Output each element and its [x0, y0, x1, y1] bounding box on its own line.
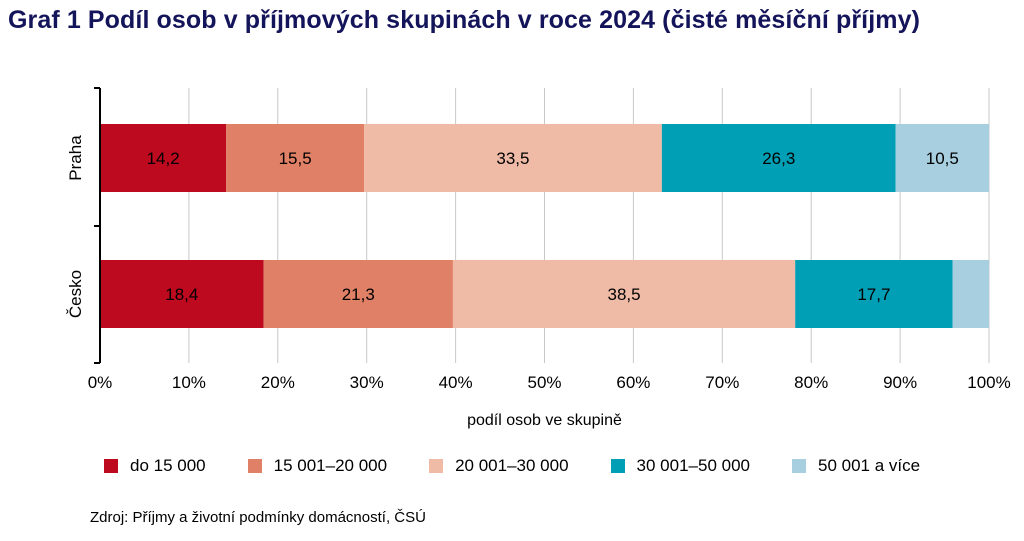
x-tick-label: 90% [883, 373, 917, 392]
bar-segment [100, 124, 227, 192]
category-label: Praha [66, 135, 85, 181]
legend-item: 15 001–20 000 [247, 456, 388, 476]
x-tick-label: 60% [616, 373, 650, 392]
x-tick-label: 0% [88, 373, 113, 392]
legend: do 15 000 15 001–20 000 20 001–30 000 30 00… [104, 456, 962, 476]
bar-segment [795, 260, 953, 328]
x-axis-title: podíl osob ve skupině [467, 412, 622, 429]
data-label: 18,4 [165, 285, 198, 304]
data-label: 15,5 [279, 149, 312, 168]
x-tick-label: 30% [350, 373, 384, 392]
legend-swatch [610, 459, 625, 473]
legend-swatch [104, 459, 118, 473]
data-label: 26,3 [762, 149, 795, 168]
data-label: 17,7 [857, 285, 890, 304]
x-tick-label: 70% [705, 373, 739, 392]
axes [94, 87, 101, 364]
source-note: Zdroj: Příjmy a životní podmínky domácno… [90, 509, 426, 526]
bars [100, 124, 989, 328]
category-label: Česko [66, 270, 85, 318]
legend-label: 15 001–20 000 [273, 456, 388, 475]
legend-label: 20 001–30 000 [455, 456, 569, 475]
legend-item: 30 001–50 000 [610, 456, 750, 476]
bar-segment [661, 124, 896, 192]
legend-swatch [247, 459, 262, 473]
x-tick-label: 40% [439, 373, 473, 392]
bar-segment [263, 260, 453, 328]
bar-segment [364, 124, 662, 192]
bar-segment [895, 124, 989, 192]
data-label: 10,5 [926, 149, 959, 168]
data-label: 33,5 [496, 149, 529, 168]
bar-segment [226, 124, 365, 192]
legend-label: 30 001–50 000 [636, 456, 750, 475]
x-tick-label: 10% [172, 373, 206, 392]
bar-segment [452, 260, 796, 328]
bar-segment [952, 260, 989, 328]
data-label: 14,2 [147, 149, 180, 168]
x-tick-label: 80% [794, 373, 828, 392]
legend-item: do 15 000 [104, 456, 206, 476]
legend-item: 20 001–30 000 [429, 456, 569, 476]
x-tick-label: 20% [261, 373, 295, 392]
data-label: 38,5 [608, 285, 641, 304]
x-tick-label: 50% [527, 373, 561, 392]
legend-item: 50 001 a více [792, 456, 920, 476]
labels: 14,2 15,5 33,5 26,3 10,5 Praha 18,4 21,3 38,5 17,… [66, 135, 1011, 429]
chart-title: Graf 1 Podíl osob v příjmových skupinách… [8, 6, 920, 34]
bar-segment [100, 260, 264, 328]
legend-label: 50 001 a více [818, 456, 921, 475]
legend-swatch [792, 459, 806, 473]
legend-label: do 15 000 [130, 456, 206, 475]
legend-swatch [429, 459, 444, 473]
data-label: 21,3 [342, 285, 375, 304]
x-tick-label: 100% [967, 373, 1010, 392]
